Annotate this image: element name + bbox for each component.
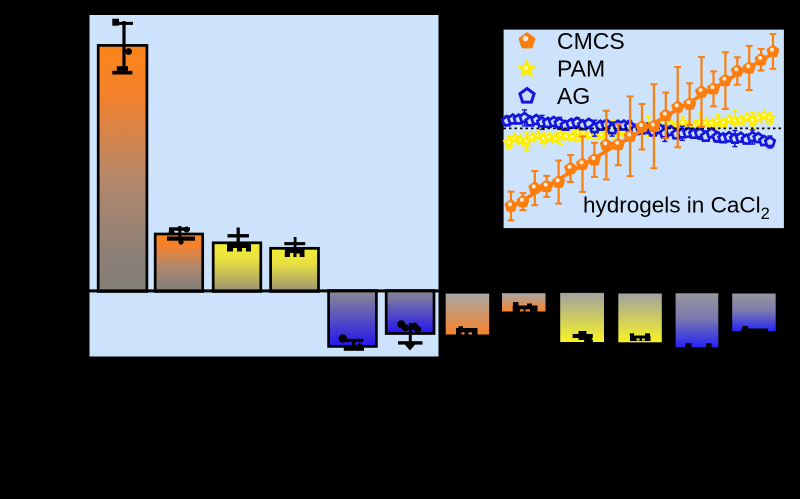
svg-text:AG: AG <box>557 83 590 109</box>
svg-text:CMCS: CMCS <box>557 28 625 54</box>
svg-text:PAM: PAM <box>557 56 605 82</box>
